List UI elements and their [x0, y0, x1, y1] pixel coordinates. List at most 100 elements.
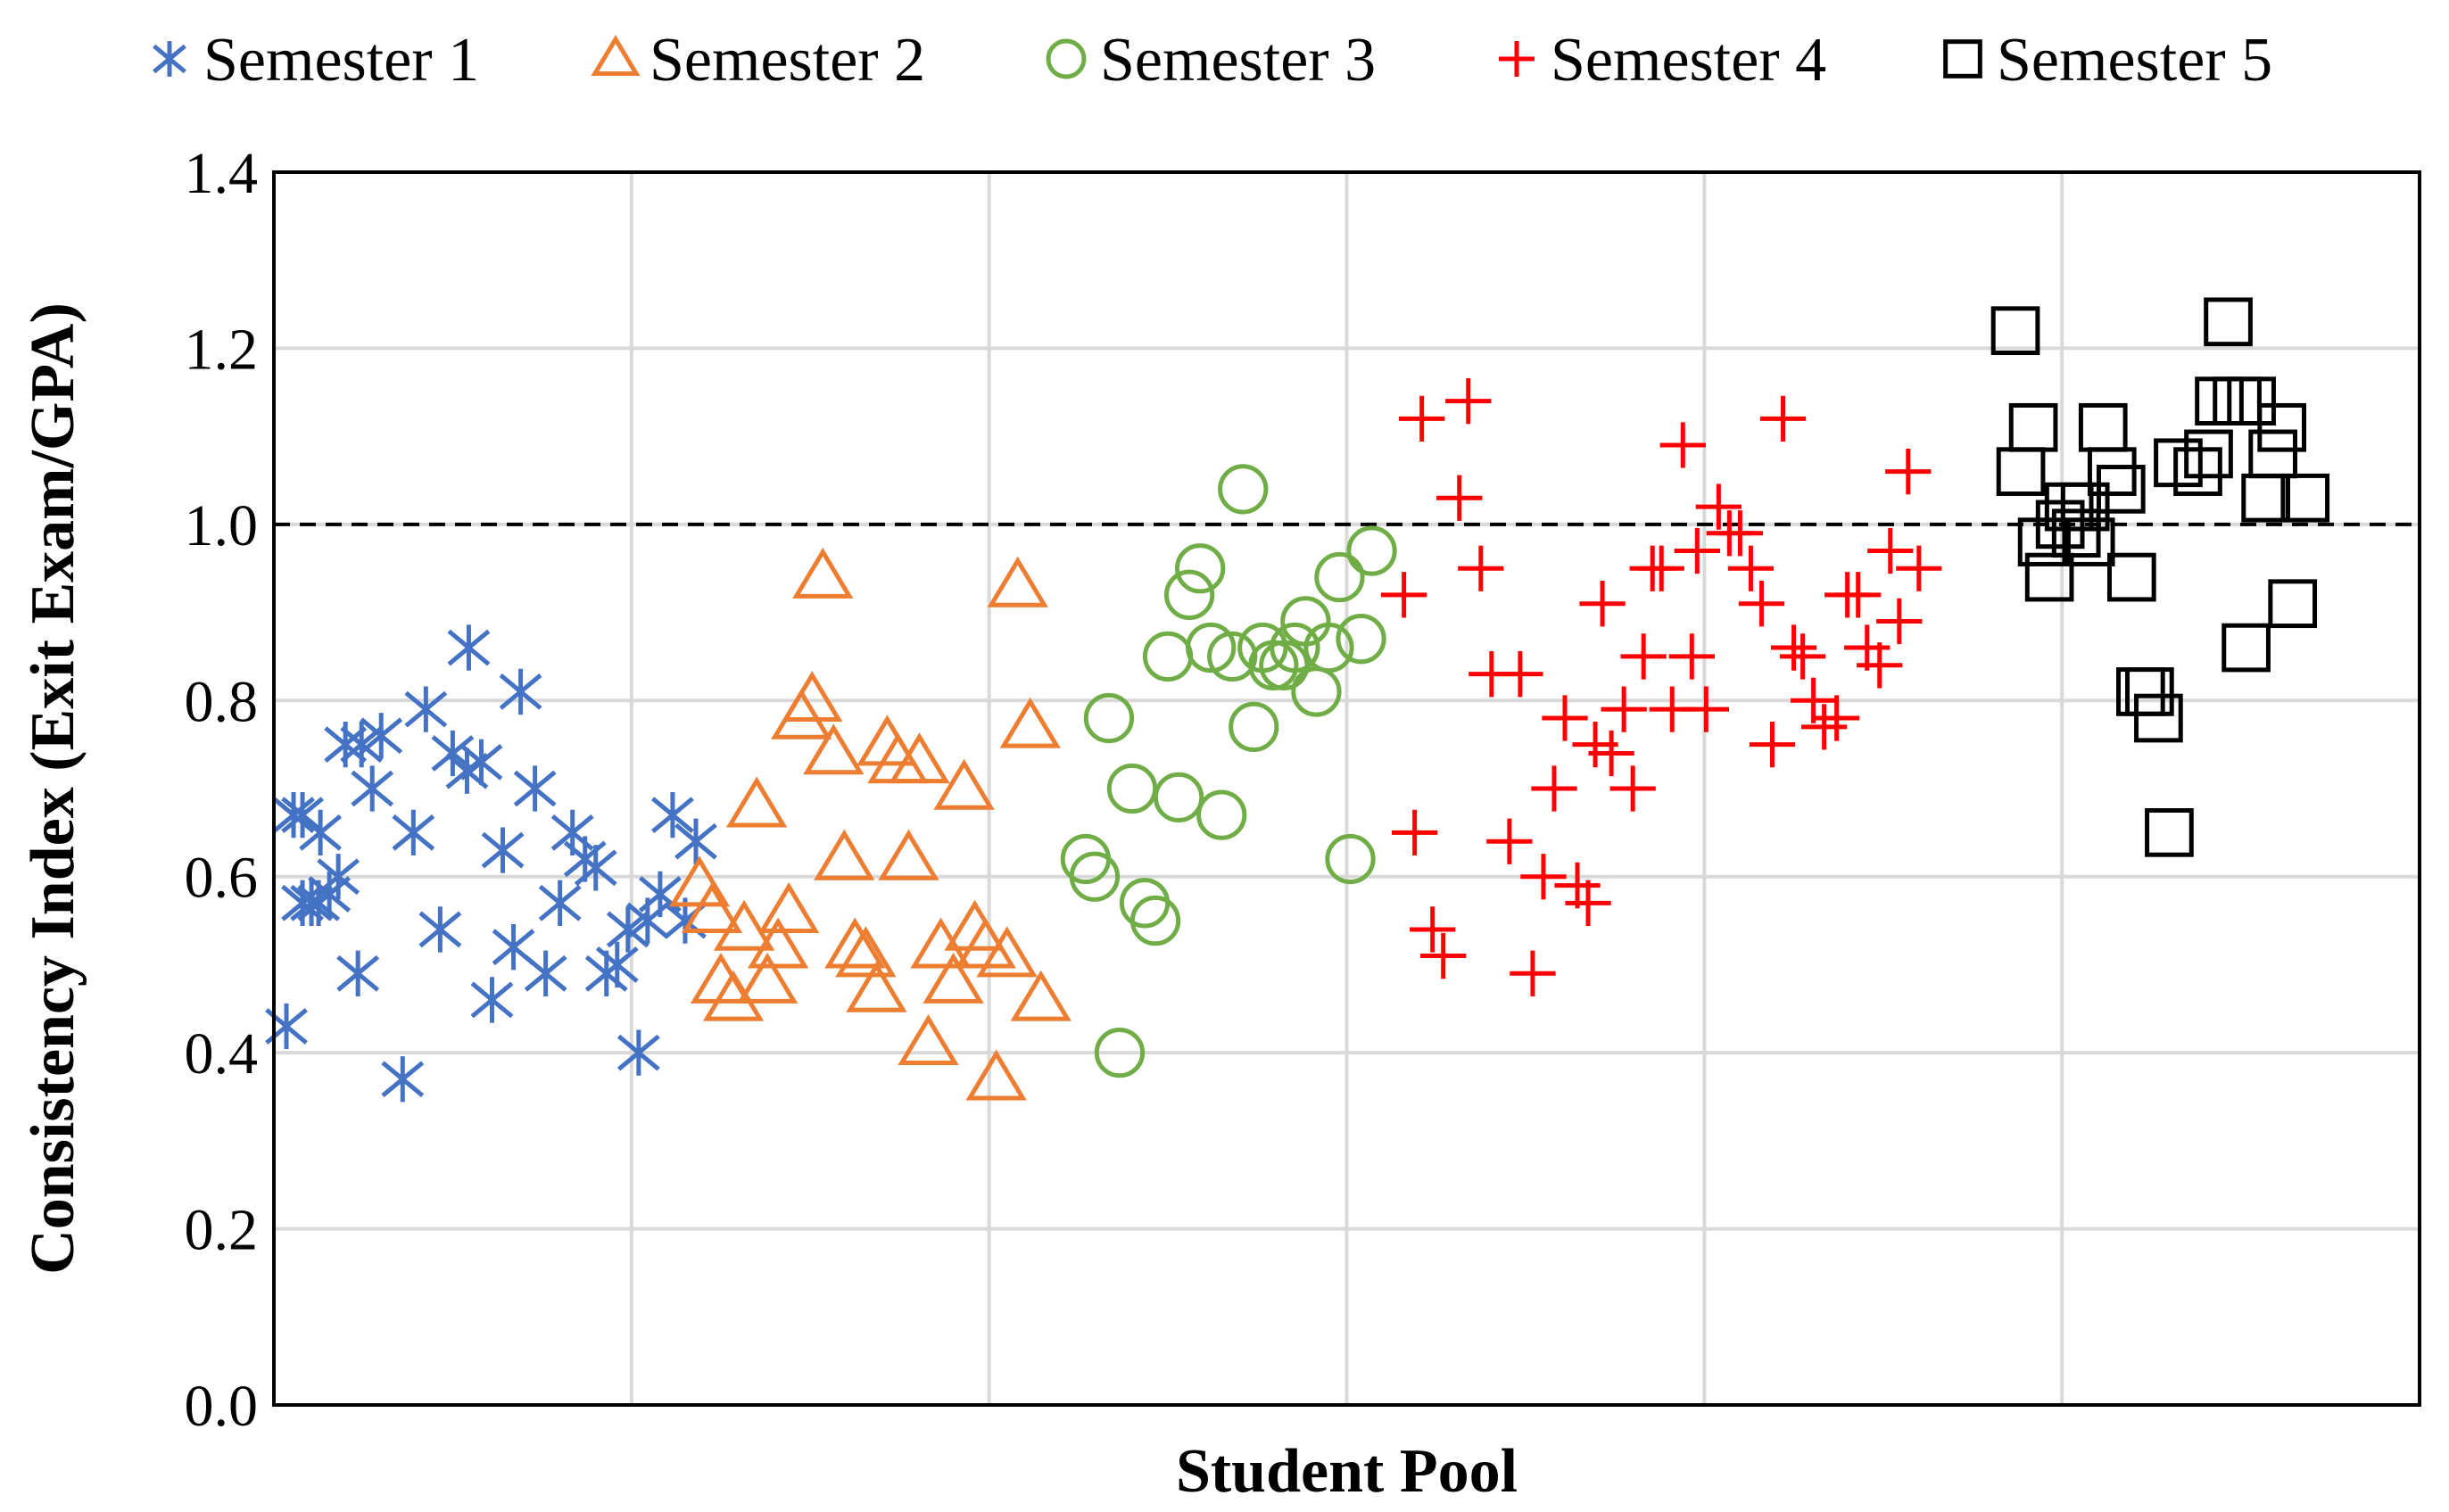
- data-point: [1579, 581, 1626, 627]
- data-point: [1291, 666, 1342, 717]
- data-point: [404, 686, 448, 732]
- data-point: [1410, 906, 1456, 953]
- data-point: [1790, 677, 1837, 723]
- data-point: [1844, 624, 1891, 671]
- data-point: [713, 899, 775, 951]
- data-point: [606, 906, 649, 953]
- data-points: [265, 297, 2330, 1103]
- data-point: [835, 926, 897, 978]
- series-group: [1990, 297, 2330, 857]
- data-point: [1392, 809, 1438, 856]
- series-group: [668, 547, 1071, 1101]
- data-point: [2125, 667, 2174, 716]
- data-point: [2268, 579, 2318, 629]
- data-point: [1010, 970, 1071, 1021]
- data-point: [1196, 789, 1247, 840]
- data-point: [2087, 447, 2137, 496]
- data-point: [2195, 376, 2244, 426]
- data-point: [889, 732, 950, 784]
- data-point: [317, 854, 360, 900]
- data-point: [1163, 569, 1215, 620]
- data-point: [674, 818, 717, 864]
- data-point: [1990, 306, 2040, 356]
- data-point: [2116, 667, 2165, 716]
- series-group: [265, 624, 717, 1103]
- data-point: [2134, 693, 2183, 743]
- data-point: [1186, 622, 1237, 673]
- data-point: [1813, 695, 1860, 741]
- data-point: [1876, 598, 1923, 645]
- data-point: [1303, 622, 1354, 673]
- data-point: [1399, 395, 1445, 442]
- data-point: [2145, 808, 2194, 857]
- data-point: [725, 776, 788, 828]
- data-point: [1717, 510, 1764, 557]
- data-point: [1207, 631, 1258, 682]
- data-point: [2248, 429, 2297, 479]
- data-point: [702, 970, 765, 1021]
- data-point: [2017, 517, 2067, 566]
- data-point: [1420, 932, 1467, 979]
- data-point: [1129, 895, 1181, 946]
- plot-area-frame: [272, 170, 2421, 1407]
- data-point: [681, 881, 743, 933]
- legend-marker-icon: [153, 41, 186, 77]
- data-point: [574, 845, 617, 891]
- data-point: [1588, 730, 1634, 777]
- data-point: [1695, 483, 1742, 530]
- data-point: [1083, 692, 1135, 744]
- data-point: [2257, 402, 2307, 452]
- data-point: [308, 871, 352, 918]
- data-point: [1601, 686, 1647, 732]
- data-point: [492, 924, 535, 971]
- legend-item: Semester 4: [1499, 26, 1826, 95]
- legend-item: Semester 3: [1046, 26, 1376, 95]
- data-point: [1779, 633, 1826, 680]
- data-point: [987, 556, 1048, 607]
- legend-label: Semester 3: [1100, 26, 1376, 95]
- data-point: [1520, 854, 1567, 900]
- data-point: [1175, 543, 1226, 594]
- data-point: [803, 723, 865, 775]
- data-point: [1565, 880, 1611, 926]
- legend-label: Semester 2: [649, 26, 925, 95]
- data-point: [1683, 686, 1729, 732]
- data-point: [360, 713, 403, 759]
- data-point: [2221, 623, 2271, 673]
- data-point: [2173, 447, 2222, 496]
- data-point: [2154, 438, 2203, 488]
- data-point: [1770, 624, 1817, 671]
- data-point: [481, 827, 525, 873]
- data-point: [2227, 376, 2276, 426]
- data-point: [1885, 448, 1932, 495]
- y-tick-label: 1.2: [185, 317, 259, 382]
- data-point: [538, 880, 582, 926]
- data-point: [1609, 765, 1656, 812]
- data-point: [2280, 473, 2330, 523]
- data-point: [1336, 614, 1386, 665]
- data-point: [1458, 545, 1504, 591]
- data-point: [336, 950, 380, 996]
- data-point: [1380, 572, 1427, 618]
- data-point: [933, 758, 995, 810]
- y-tick-label: 0.4: [185, 1021, 259, 1086]
- data-point: [846, 961, 907, 1012]
- data-point: [758, 881, 820, 933]
- data-point: [1738, 581, 1785, 627]
- data-point: [1119, 878, 1171, 929]
- data-point: [923, 952, 984, 1004]
- data-point: [272, 791, 315, 839]
- legend-label: Semester 1: [203, 26, 479, 95]
- data-point: [340, 721, 384, 768]
- legend-marker-icon: [1046, 38, 1087, 79]
- data-point: [1486, 818, 1533, 864]
- data-point: [1142, 631, 1194, 682]
- data-point: [1835, 572, 1882, 618]
- data-point: [1069, 851, 1121, 902]
- data-point: [2078, 402, 2128, 452]
- data-point: [513, 765, 557, 812]
- data-point: [1620, 633, 1667, 680]
- data-point: [1857, 642, 1903, 689]
- data-point: [1867, 527, 1914, 574]
